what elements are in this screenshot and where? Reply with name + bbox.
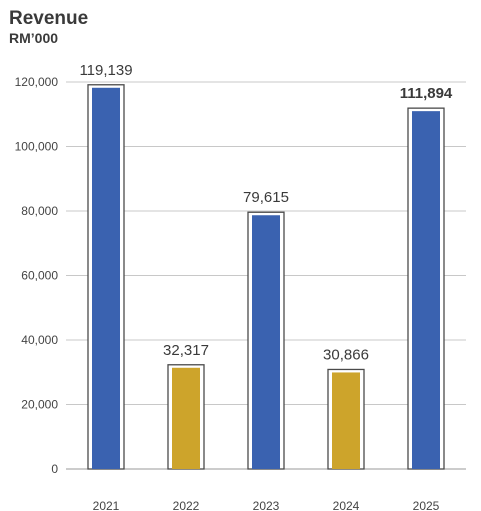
bar-2022 — [167, 364, 205, 470]
y-tick-label: 100,000 — [15, 140, 59, 154]
y-tick-label: 120,000 — [15, 75, 59, 89]
data-label: 32,317 — [163, 342, 209, 359]
bar-2025 — [407, 107, 445, 470]
y-axis-ticks: 0 20,000 40,000 60,000 80,000 100,000 120,000 — [15, 75, 59, 476]
x-tick-label: 2021 — [93, 499, 120, 511]
y-tick-label: 60,000 — [21, 269, 58, 283]
chart-subtitle: RM’000 — [9, 30, 59, 46]
y-tick-label: 0 — [51, 462, 58, 476]
data-label: 30,866 — [323, 346, 369, 363]
data-label: 119,139 — [79, 62, 132, 79]
bar-fill — [92, 87, 120, 469]
bar-2021 — [87, 84, 125, 470]
bars — [87, 84, 445, 470]
bar-fill — [252, 215, 280, 469]
x-tick-label: 2025 — [413, 499, 440, 511]
x-tick-label: 2023 — [253, 499, 280, 511]
bar-fill — [332, 372, 360, 469]
bar-fill — [412, 111, 440, 470]
y-tick-label: 40,000 — [21, 333, 58, 347]
bar-2023 — [247, 211, 285, 470]
data-label: 79,615 — [243, 189, 289, 206]
grid-lines — [66, 81, 466, 470]
y-tick-label: 20,000 — [21, 398, 58, 412]
x-axis-ticks: 2021 2022 2023 2024 2025 — [93, 499, 440, 511]
x-tick-label: 2022 — [173, 499, 200, 511]
data-label: 111,894 — [400, 85, 453, 102]
chart-title: Revenue — [9, 8, 89, 29]
x-tick-label: 2024 — [333, 499, 360, 511]
y-tick-label: 80,000 — [21, 204, 58, 218]
bar-2024 — [327, 368, 365, 470]
data-labels: 119,139 32,317 79,615 30,866 111,894 — [79, 62, 452, 364]
bar-fill — [172, 367, 200, 469]
